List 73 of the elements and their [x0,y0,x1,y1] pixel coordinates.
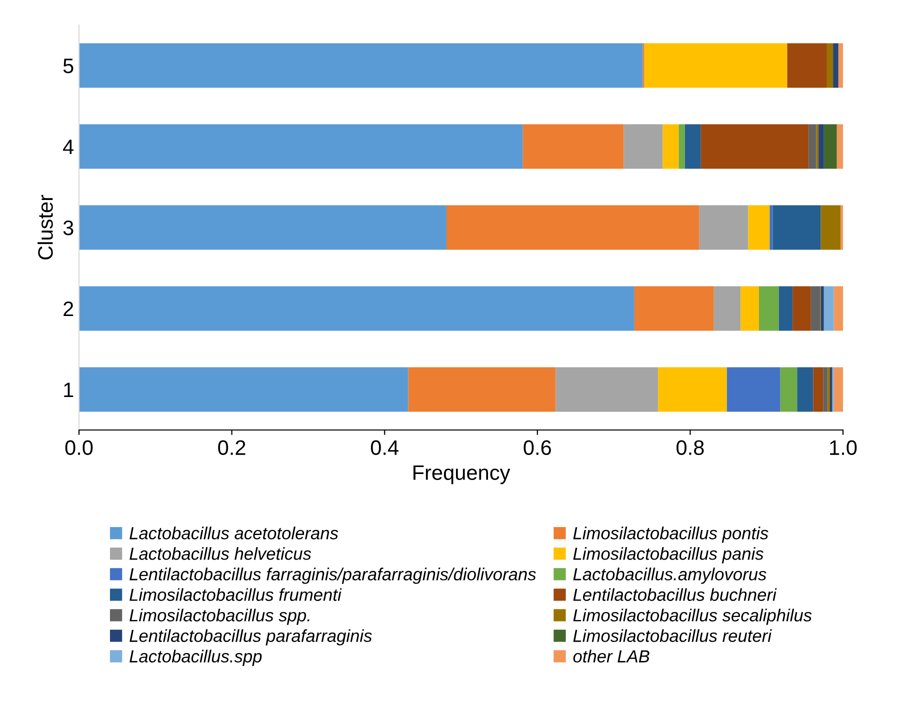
x-tick-label: 0.8 [676,440,704,456]
bar [828,367,830,412]
bar [700,124,809,169]
bar [408,367,556,412]
legend-label: Limosilactobacillus frumenti [130,588,342,601]
bar [770,205,773,250]
bar [79,367,408,412]
legend-label: Lactobacillus.spp [130,650,262,666]
legend-label: Limosilactobacillus secaliphilus [573,608,812,625]
legend-label: other LAB [573,650,650,663]
bar [662,124,679,169]
bar [522,124,624,169]
bar [726,367,780,412]
bar [772,205,821,250]
y-tick-label: 2 [64,302,74,316]
legend-label: Lactobacillus.amylovorus [573,568,766,584]
y-tick-label: 1 [64,382,74,398]
bar [834,286,843,331]
legend-label: Lentilactobacillus parafarraginis [130,629,372,646]
bar [797,367,814,412]
bar [658,367,727,412]
bar [446,205,700,250]
y-tick-label: 4 [63,140,74,154]
bar [778,286,793,331]
legend-label: Lentilactobacillus farraginis/parafarraginis/diolivorans [130,568,536,584]
legend-label: Lactobacillus acetotolerans [130,526,338,540]
bar [834,367,843,412]
x-tick-label: 0.6 [524,440,551,456]
bar [836,124,843,169]
x-axis-title: Frequency [414,465,510,484]
y-tick-label: 5 [63,58,74,74]
bar [823,367,828,412]
bar [787,43,827,88]
bar [79,43,643,88]
bar [826,43,834,88]
bar [634,286,714,331]
bar [824,286,834,331]
bar [780,367,798,412]
bar [699,205,748,250]
y-axis-title: Cluster [38,194,53,260]
bar [79,286,634,331]
bar [684,124,701,169]
bar [820,286,824,331]
bar [813,367,824,412]
bar [678,124,685,169]
bar [740,286,759,331]
bar [714,286,741,331]
bar [833,43,838,88]
y-tick-label: 3 [63,220,74,236]
x-tick-label: 1.0 [830,440,857,456]
legend-label: Limosilactobacillus pontis [573,526,768,543]
bar [808,124,816,169]
x-tick-label: 0.4 [370,440,398,456]
bar [79,124,523,169]
legend-label: Limosilactobacillus spp. [130,608,310,625]
bar [820,205,841,250]
bar [644,43,788,88]
bar [810,286,820,331]
legend-label: Limosilactobacillus panis [573,547,764,564]
x-tick-label: 0.0 [65,440,93,456]
x-tick-label: 0.2 [218,440,246,456]
bar [556,367,658,412]
bar [624,124,663,169]
bar [838,43,843,88]
legend-label: Limosilactobacillus reuteri [573,629,772,642]
bar [758,286,779,331]
bar [79,205,446,250]
bar [748,205,770,250]
bar [824,124,837,169]
legend-label: Lentilactobacillus buchneri [573,588,777,601]
bar [818,124,824,169]
bar [792,286,811,331]
legend-label: Lactobacillus helveticus [130,547,312,560]
